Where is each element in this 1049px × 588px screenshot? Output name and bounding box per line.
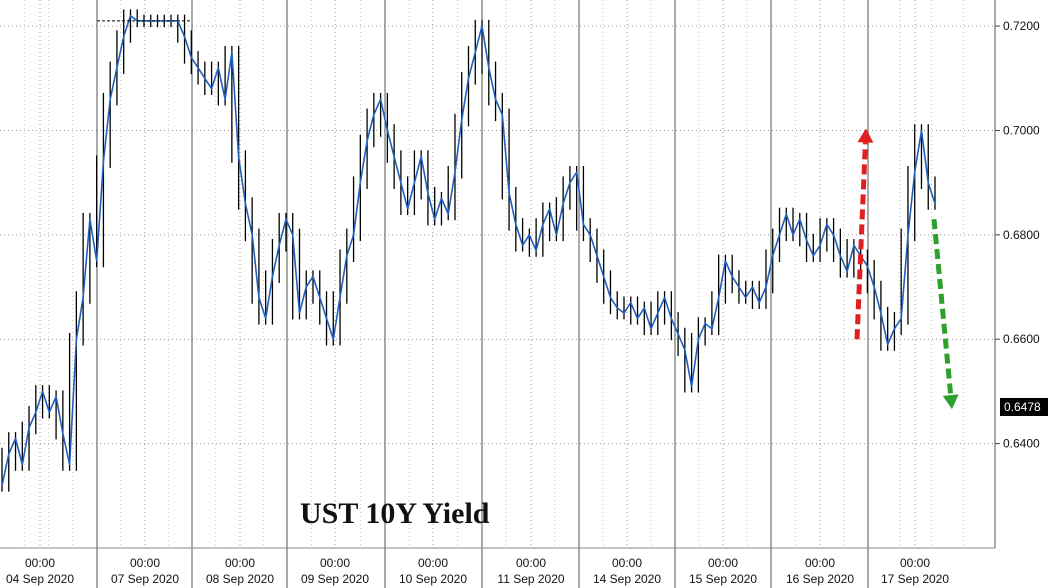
x-tick-time: 00:00 [130,556,160,570]
x-tick-date: 09 Sep 2020 [301,572,369,586]
up-arrow-head [857,128,874,143]
x-tick-time: 00:00 [516,556,546,570]
up-arrow [854,128,874,340]
y-tick-label: 0.6400 [1003,437,1040,451]
x-axis: 00:00 04 Sep 2020 00:00 07 Sep 2020 00:00 08 … [0,547,995,586]
x-tick-time: 00:00 [320,556,350,570]
x-tick-date: 14 Sep 2020 [593,572,661,586]
x-tick-time: 00:00 [225,556,255,570]
x-tick-date: 07 Sep 2020 [111,572,179,586]
last-value-label: 0.6478 [1004,400,1041,414]
x-tick-time: 00:00 [612,556,642,570]
last-value-marker: 0.6478 [1000,398,1048,416]
x-tick-date: 17 Sep 2020 [881,572,949,586]
x-tick-date: 10 Sep 2020 [399,572,467,586]
down-arrow-head [942,394,959,410]
x-tick-time: 00:00 [25,556,55,570]
x-tick-date: 16 Sep 2020 [786,572,854,586]
y-axis: 0.6400 0.6600 0.6800 0.7000 0.7200 [994,0,1040,548]
last-value-background [1000,398,1048,416]
x-tick-date: 15 Sep 2020 [689,572,757,586]
x-tick-time: 00:00 [805,556,835,570]
up-arrow-shaft [854,142,868,340]
x-tick-date: 11 Sep 2020 [497,572,564,586]
down-arrow [931,218,959,410]
y-tick-label: 0.6800 [1003,228,1040,242]
x-tick-date: 08 Sep 2020 [206,572,274,586]
y-tick-label: 0.7200 [1003,19,1040,33]
y-tick-label: 0.6600 [1003,332,1040,346]
y-tick-label: 0.7000 [1003,123,1040,137]
annotations-group [854,128,959,410]
x-tick-time: 00:00 [900,556,930,570]
x-tick-date: 04 Sep 2020 [6,572,74,586]
series-group [1,9,936,492]
x-tick-time: 00:00 [418,556,448,570]
x-tick-time: 00:00 [708,556,738,570]
chart-title: UST 10Y Yield [300,497,490,530]
plot-background [0,0,995,548]
